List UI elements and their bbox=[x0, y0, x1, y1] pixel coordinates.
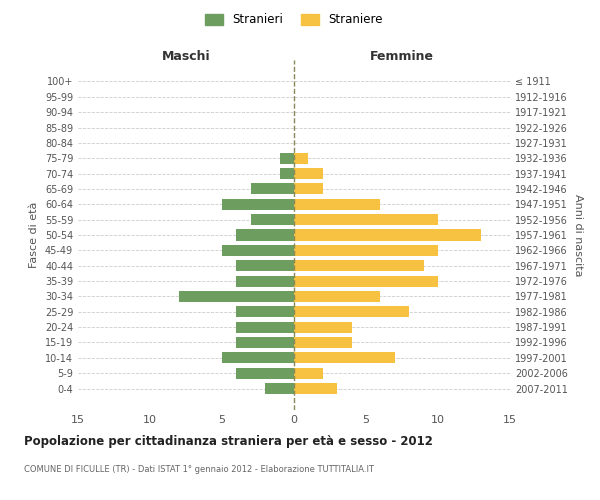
Bar bbox=[294, 230, 481, 240]
Bar bbox=[294, 352, 395, 364]
Bar bbox=[294, 168, 323, 179]
Bar bbox=[236, 230, 294, 240]
Bar bbox=[294, 306, 409, 318]
Bar bbox=[294, 322, 352, 332]
Bar bbox=[294, 199, 380, 210]
Bar bbox=[294, 245, 438, 256]
Y-axis label: Anni di nascita: Anni di nascita bbox=[573, 194, 583, 276]
Bar bbox=[294, 276, 438, 286]
Bar bbox=[294, 383, 337, 394]
Text: Femmine: Femmine bbox=[370, 50, 434, 63]
Bar bbox=[294, 260, 424, 271]
Bar bbox=[251, 214, 294, 225]
Bar bbox=[294, 184, 323, 194]
Bar bbox=[236, 337, 294, 348]
Bar bbox=[294, 368, 323, 378]
Y-axis label: Fasce di età: Fasce di età bbox=[29, 202, 39, 268]
Bar bbox=[294, 152, 308, 164]
Bar bbox=[222, 199, 294, 210]
Bar bbox=[222, 245, 294, 256]
Legend: Stranieri, Straniere: Stranieri, Straniere bbox=[202, 10, 386, 30]
Bar bbox=[179, 291, 294, 302]
Text: Maschi: Maschi bbox=[161, 50, 211, 63]
Text: COMUNE DI FICULLE (TR) - Dati ISTAT 1° gennaio 2012 - Elaborazione TUTTITALIA.IT: COMUNE DI FICULLE (TR) - Dati ISTAT 1° g… bbox=[24, 465, 374, 474]
Bar bbox=[265, 383, 294, 394]
Bar bbox=[294, 291, 380, 302]
Bar bbox=[251, 184, 294, 194]
Bar bbox=[236, 322, 294, 332]
Bar bbox=[236, 306, 294, 318]
Bar bbox=[236, 260, 294, 271]
Bar bbox=[236, 368, 294, 378]
Bar bbox=[280, 168, 294, 179]
Text: Popolazione per cittadinanza straniera per età e sesso - 2012: Popolazione per cittadinanza straniera p… bbox=[24, 435, 433, 448]
Bar bbox=[280, 152, 294, 164]
Bar bbox=[294, 214, 438, 225]
Bar bbox=[294, 337, 352, 348]
Bar bbox=[222, 352, 294, 364]
Bar bbox=[236, 276, 294, 286]
